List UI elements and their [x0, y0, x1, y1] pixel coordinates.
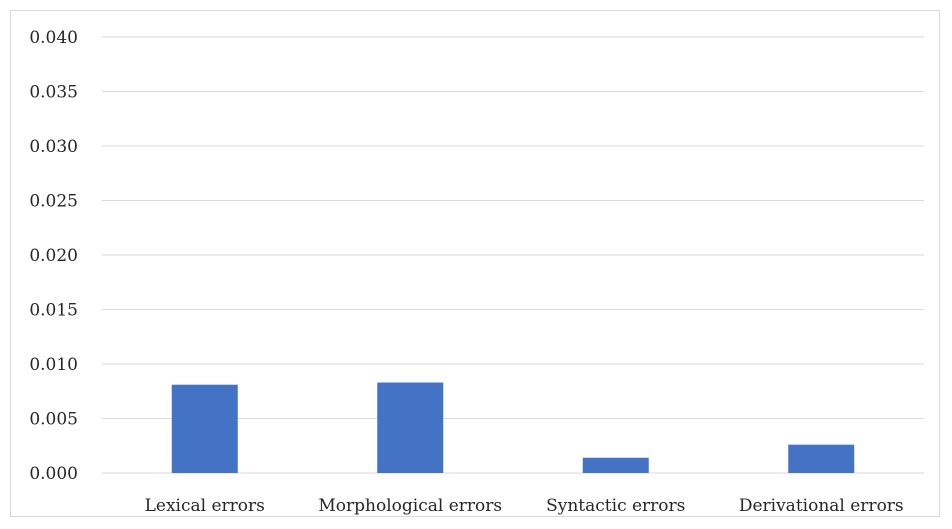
y-tick-label: 0.005: [29, 410, 78, 430]
bars: [171, 382, 855, 473]
y-axis-ticks: 0.000 0.005 0.010 0.015 0.020 0.025 0.030 0.035…: [29, 28, 78, 484]
y-tick-label: 0.020: [29, 246, 78, 266]
bar-syntactic-errors: [582, 457, 649, 473]
x-axis-labels: Lexical errors Morphological errors Syntac…: [145, 496, 904, 516]
chart-frame: [10, 10, 940, 517]
y-tick-label: 0.000: [29, 464, 78, 484]
y-tick-label: 0.025: [29, 192, 78, 212]
y-tick-label: 0.030: [29, 137, 78, 157]
x-category-label: Lexical errors: [145, 496, 265, 516]
x-category-label: Derivational errors: [739, 496, 904, 516]
x-category-label: Morphological errors: [318, 496, 502, 516]
y-tick-label: 0.035: [29, 83, 78, 103]
y-tick-label: 0.040: [29, 28, 78, 48]
y-tick-label: 0.015: [29, 301, 78, 321]
bar-lexical-errors: [171, 384, 238, 473]
gridlines: [102, 36, 924, 474]
x-category-label: Syntactic errors: [546, 496, 685, 516]
bar-derivational-errors: [788, 444, 855, 473]
bar-morphological-errors: [377, 382, 444, 473]
y-tick-label: 0.010: [29, 355, 78, 375]
